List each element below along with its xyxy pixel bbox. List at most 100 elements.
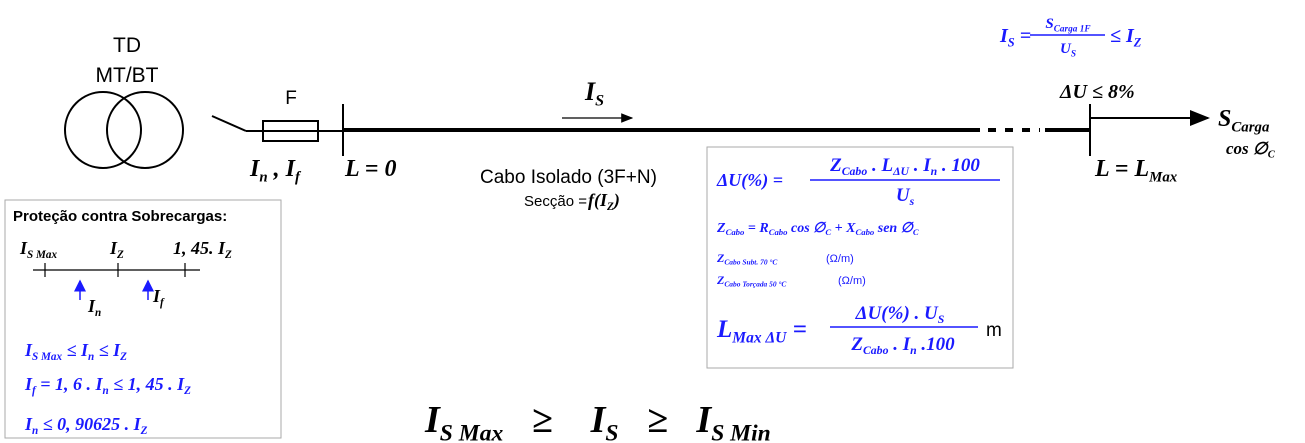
label: (Ω/m) — [838, 275, 866, 287]
formula-part: f(I — [588, 190, 608, 211]
formula-part: I — [24, 414, 33, 434]
formula: In , If — [249, 156, 302, 185]
formula-part: Cabo — [726, 227, 745, 237]
formula: IS Max ≤ In ≤ IZ — [24, 340, 127, 363]
formula-part: . I — [909, 155, 931, 176]
formula: If = 1, 6 . In ≤ 1, 45 . IZ — [24, 374, 191, 397]
formula-part: S — [605, 420, 618, 443]
formula-part: Max — [1148, 169, 1178, 185]
formula-part: ≤ 1, 45 . I — [109, 374, 185, 394]
formula-part: Carga 1F — [1054, 24, 1092, 34]
formula-part: = — [786, 316, 807, 343]
formula-part: Z — [119, 351, 127, 363]
label: Cabo Isolado (3F+N) — [480, 167, 657, 188]
label: m — [986, 320, 1002, 341]
formula-part: = 1, 6 . I — [36, 374, 104, 394]
formula: LMax ΔU = — [716, 316, 807, 347]
formula-part: n — [259, 169, 267, 185]
formula-part: n — [88, 351, 94, 363]
formula-part: I — [424, 399, 441, 441]
formula-part: ΔU — [892, 165, 909, 178]
formula-part: Z — [829, 155, 842, 176]
formula-part: S — [1218, 106, 1231, 132]
switch — [211, 115, 247, 132]
formula: cos ∅C — [1226, 139, 1276, 161]
label: MT/BT — [96, 64, 159, 87]
formula: ≤ IZ — [1110, 25, 1142, 49]
formula-part: Cabo — [855, 227, 874, 237]
formula: L = 0 — [344, 156, 396, 182]
formula: IS Max — [19, 238, 58, 261]
formula-part: + X — [831, 221, 856, 236]
label: Proteção contra Sobrecargas: — [13, 208, 227, 225]
formula: IS — [584, 77, 604, 110]
formula-part: f — [295, 169, 302, 185]
formula-part: Z — [1133, 35, 1142, 49]
formula-part: I — [249, 156, 261, 182]
formula-part: ≥ I — [503, 399, 606, 441]
formula: SCarga — [1218, 106, 1270, 135]
formula: ZCabo = RCabo cos ∅C + XCabo sen ∅C — [716, 221, 919, 237]
formula-part: Z — [224, 249, 232, 261]
formula: ΔU(%) = — [716, 170, 783, 191]
formula-part: Z — [716, 251, 725, 265]
formula: IS = — [999, 25, 1031, 49]
formula-part: ≤ I — [94, 340, 121, 360]
formula-part: I — [19, 238, 28, 258]
formula-part: Cabo — [863, 344, 889, 357]
formula-part: n — [103, 385, 109, 397]
formula-part: ΔU(%) = — [716, 170, 783, 191]
formula-part: S — [938, 313, 945, 326]
formula-part: C — [913, 227, 919, 237]
protection-box — [4, 199, 282, 439]
formula: ZCabo Torçada 50 °C — [716, 273, 787, 289]
formula-part: sen ∅ — [874, 221, 914, 236]
formula-part: Cabo — [769, 227, 788, 237]
formula: SCarga 1F — [1045, 16, 1091, 34]
formula-part: Z — [850, 334, 863, 355]
formula: ΔU ≤ 8% — [1059, 81, 1135, 103]
formula: ZCabo . LΔU . In . 100 — [829, 155, 980, 178]
formula-part: ) — [612, 190, 620, 211]
formula-part: n — [32, 425, 38, 437]
formula-part: . L — [867, 155, 893, 176]
formula: In — [87, 296, 101, 319]
formula-part: . I — [888, 334, 910, 355]
formula-part: ΔU ≤ 8% — [1059, 81, 1135, 103]
formula-part: S — [595, 93, 604, 110]
formula-part: L = L — [1094, 156, 1149, 182]
formula-part: Z — [183, 385, 191, 397]
formula-part: S Max — [32, 351, 62, 363]
formula-part: cos ∅ — [1226, 139, 1270, 158]
formula-part: Cabo Subt. 70 °C — [724, 258, 778, 267]
formula-part: S — [1008, 35, 1015, 49]
formula-part: L — [716, 316, 732, 343]
formula-part: = R — [744, 221, 768, 236]
formula: L = LMax — [1094, 156, 1178, 185]
formula-part: . 100 — [937, 155, 980, 176]
formula-part: n — [910, 344, 917, 357]
formula: IS Max ≥ IS ≥ IS Min — [424, 399, 771, 443]
formula-part: Z — [606, 201, 614, 213]
formula: 1, 45. IZ — [173, 238, 232, 261]
formula-part: f — [32, 385, 37, 397]
formula-part: I — [87, 296, 96, 316]
formula-part: Cabo Torçada 50 °C — [724, 280, 787, 289]
formula-part: I — [109, 238, 118, 258]
formula-part: f — [160, 297, 165, 309]
formula-part: ≤ 0, 90625 . I — [38, 414, 141, 434]
label: F — [285, 88, 297, 109]
formula-part: Cabo — [842, 165, 868, 178]
formula-part: Z — [716, 273, 725, 287]
formula-part: S — [1045, 16, 1053, 32]
formula: US — [1060, 41, 1076, 59]
formula-part: Z — [716, 221, 726, 236]
formula: f(IZ) — [588, 190, 620, 213]
formula-part: ≤ I — [62, 340, 89, 360]
label: Secção = — [524, 193, 587, 210]
formula-part: , I — [268, 156, 297, 182]
formula-part: S Min — [711, 420, 771, 443]
info-box — [706, 146, 1014, 369]
transformer-coil — [64, 91, 142, 169]
formula: ZCabo . In .100 — [850, 334, 955, 357]
